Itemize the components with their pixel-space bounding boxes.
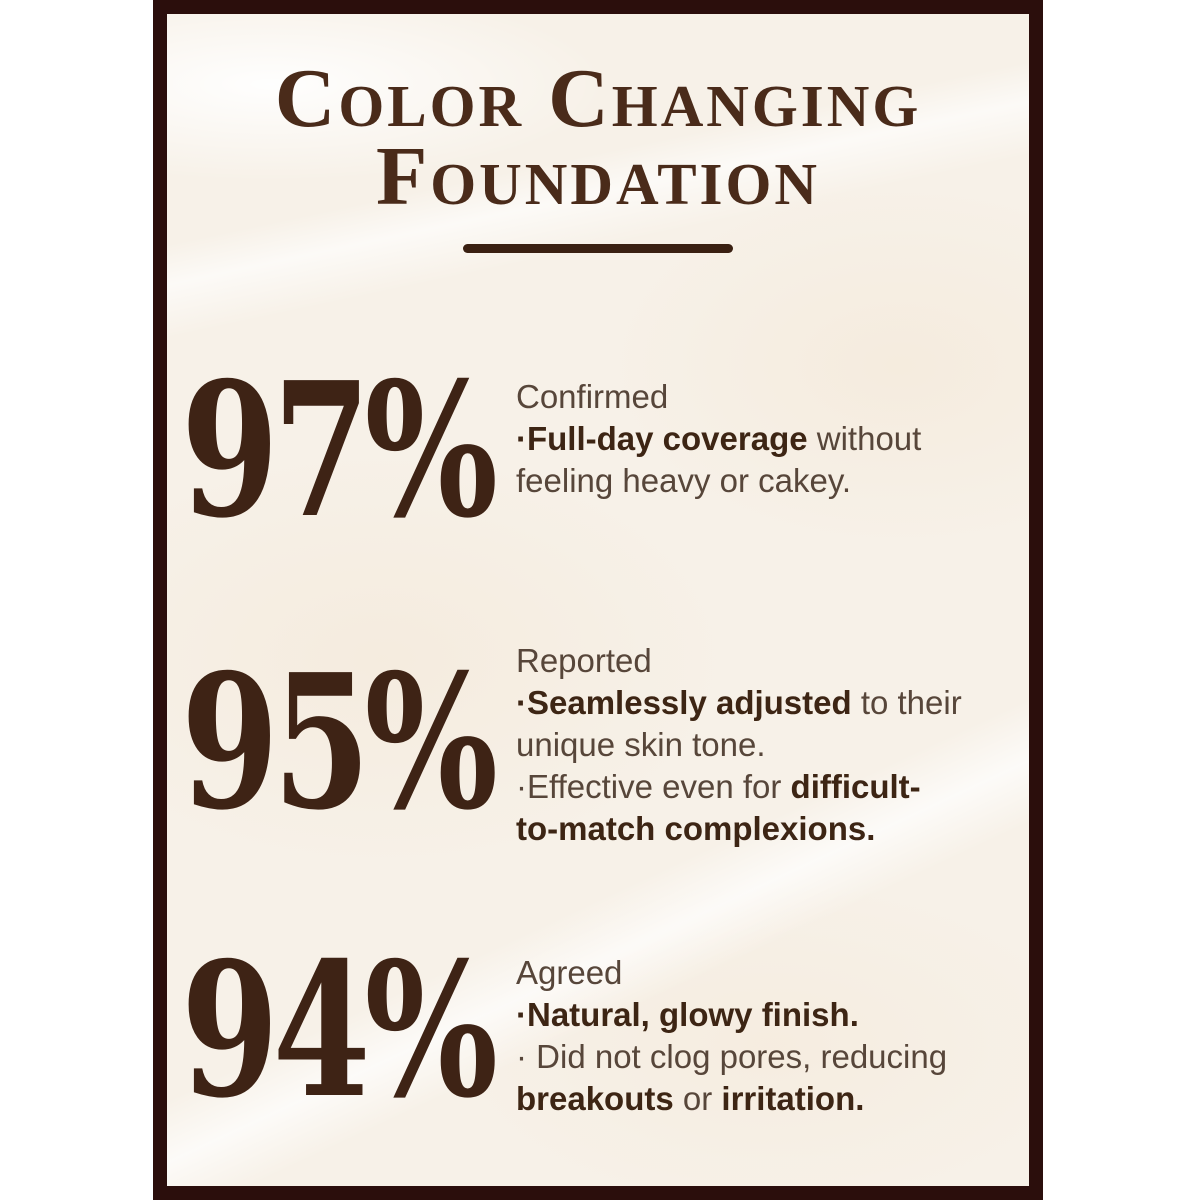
stat-description: Confirmed ·Full-day coverage without feeli… — [516, 376, 1028, 502]
text-segment: to-match complexions. — [516, 810, 876, 847]
text-segment: difficult- — [790, 768, 921, 805]
foundation-card: Color Changing Foundation 97% Confirmed ·F… — [153, 0, 1043, 1200]
description-line: ·Natural, glowy finish. — [516, 994, 1028, 1036]
description-line: feeling heavy or cakey. — [516, 460, 1028, 502]
text-segment: ·Full-day coverage — [516, 420, 808, 457]
title-line-2: Foundation — [375, 130, 821, 223]
stat-heading: Reported — [516, 642, 652, 679]
text-segment: breakouts — [516, 1080, 674, 1117]
text-segment: without — [807, 420, 922, 457]
description-line: ·Seamlessly adjusted to their — [516, 682, 1028, 724]
title-line-1: Color Changing — [274, 52, 922, 145]
description-line: to-match complexions. — [516, 808, 1028, 850]
text-segment: feeling heavy or cakey. — [516, 462, 852, 499]
stat-percentage: 95% — [181, 633, 498, 851]
text-segment: unique skin tone. — [516, 726, 766, 763]
stat-heading: Agreed — [516, 954, 623, 991]
stat-description: Reported ·Seamlessly adjusted to their uni… — [516, 640, 1028, 850]
description-line: unique skin tone. — [516, 724, 1028, 766]
text-segment: ·Natural, glowy finish. — [516, 996, 859, 1033]
description-line: ·Effective even for difficult- — [516, 766, 1028, 808]
description-line: · Did not clog pores, reducing — [516, 1036, 1028, 1078]
text-segment: to their — [851, 684, 962, 721]
title-divider — [463, 244, 733, 253]
description-line: ·Full-day coverage without — [516, 418, 1028, 460]
stat-percentage: 97% — [181, 341, 498, 559]
text-segment: ·Seamlessly adjusted — [516, 684, 852, 721]
stat-description: Agreed ·Natural, glowy finish. · Did not c… — [516, 952, 1028, 1120]
description-line: breakouts or irritation. — [516, 1078, 1028, 1120]
stat-heading: Confirmed — [516, 378, 669, 415]
text-segment: irritation. — [721, 1080, 865, 1117]
stat-percentage: 94% — [181, 921, 498, 1139]
page-title: Color Changing Foundation — [167, 52, 1029, 223]
text-segment: ·Effective even for — [516, 768, 791, 805]
text-segment: or — [673, 1080, 722, 1117]
card-content: Color Changing Foundation 97% Confirmed ·F… — [167, 14, 1029, 1186]
text-segment: · Did not clog pores, reducing — [516, 1038, 948, 1075]
